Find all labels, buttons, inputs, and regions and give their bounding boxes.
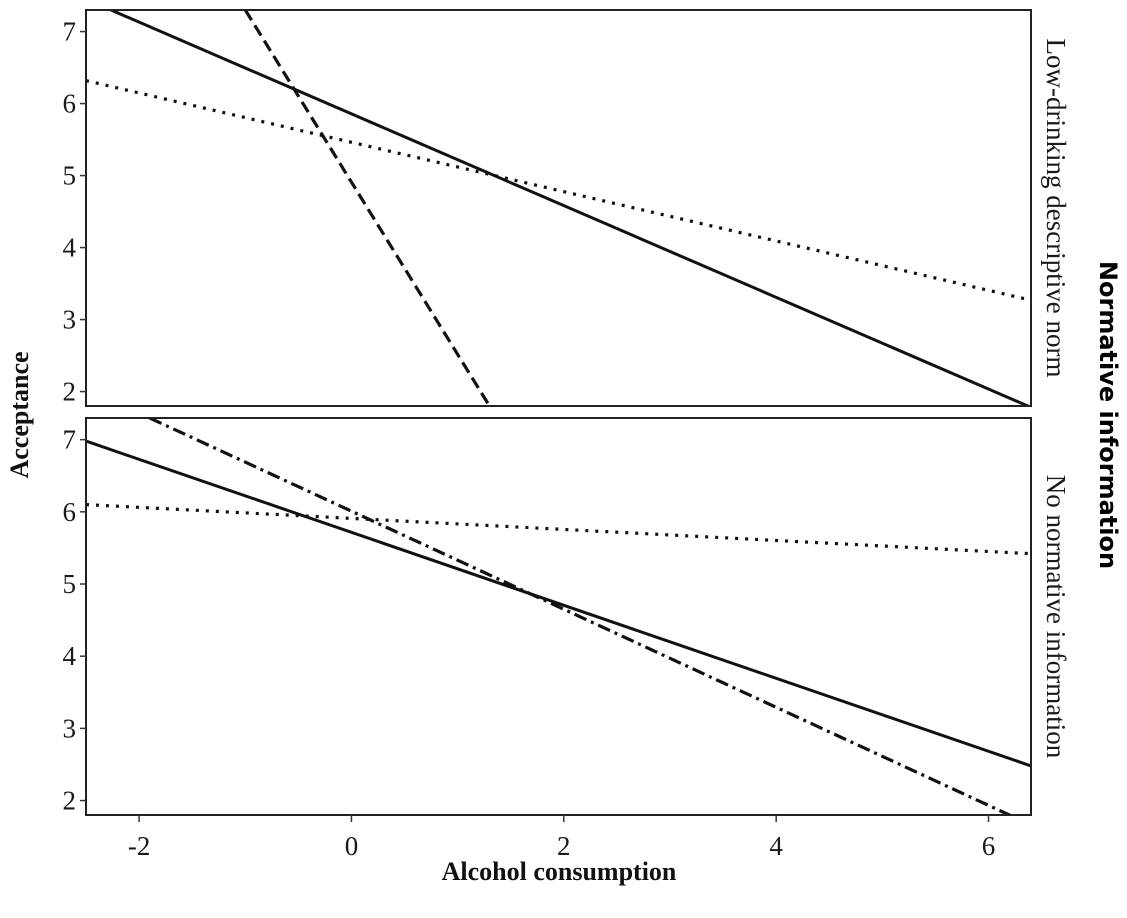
x-axis-title: Alcohol consumption xyxy=(442,857,677,886)
x-tick-label: 0 xyxy=(345,831,359,861)
series-line-solid xyxy=(86,439,1031,768)
y-tick-label: 2 xyxy=(63,786,77,816)
panel-frame xyxy=(85,417,1032,816)
panel-frame xyxy=(85,9,1032,407)
y-tick-label: 5 xyxy=(63,161,77,191)
x-tick-label: 6 xyxy=(982,831,996,861)
series-line-dashed xyxy=(243,10,491,406)
y-tick-label: 4 xyxy=(63,641,77,671)
series-line-dotted xyxy=(86,503,1031,556)
series-line-dash-dot xyxy=(149,418,1014,815)
y-tick-label: 7 xyxy=(63,17,77,47)
y-axis-title: Acceptance xyxy=(5,351,34,478)
panels-layer: 2 3 4 5 6 7 Low-drinking descriptive norm 2 3 4 5 6… xyxy=(63,9,1071,816)
x-tick-label: -2 xyxy=(128,831,151,861)
x-axis: -2 0 2 4 6 xyxy=(128,815,995,861)
panel-2: 2 3 4 5 6 7 No normative information xyxy=(63,417,1071,816)
facet-label: No normative information xyxy=(1041,475,1071,759)
y-tick-label: 4 xyxy=(63,233,77,263)
panel-1: 2 3 4 5 6 7 Low-drinking descriptive norm xyxy=(63,9,1071,407)
x-tick-label: 4 xyxy=(769,831,783,861)
x-tick-label: 2 xyxy=(557,831,571,861)
series-line-solid xyxy=(107,10,1031,406)
series-line-dotted xyxy=(86,79,1031,302)
facet-group-title: Normative information xyxy=(1094,261,1122,569)
facet-label: Low-drinking descriptive norm xyxy=(1041,39,1071,378)
y-tick-label: 2 xyxy=(63,377,77,407)
y-tick-label: 5 xyxy=(63,569,77,599)
y-tick-label: 7 xyxy=(63,425,77,455)
y-tick-label: 3 xyxy=(63,305,77,335)
y-tick-label: 6 xyxy=(63,89,77,119)
y-tick-label: 6 xyxy=(63,497,77,527)
y-tick-label: 3 xyxy=(63,713,77,743)
